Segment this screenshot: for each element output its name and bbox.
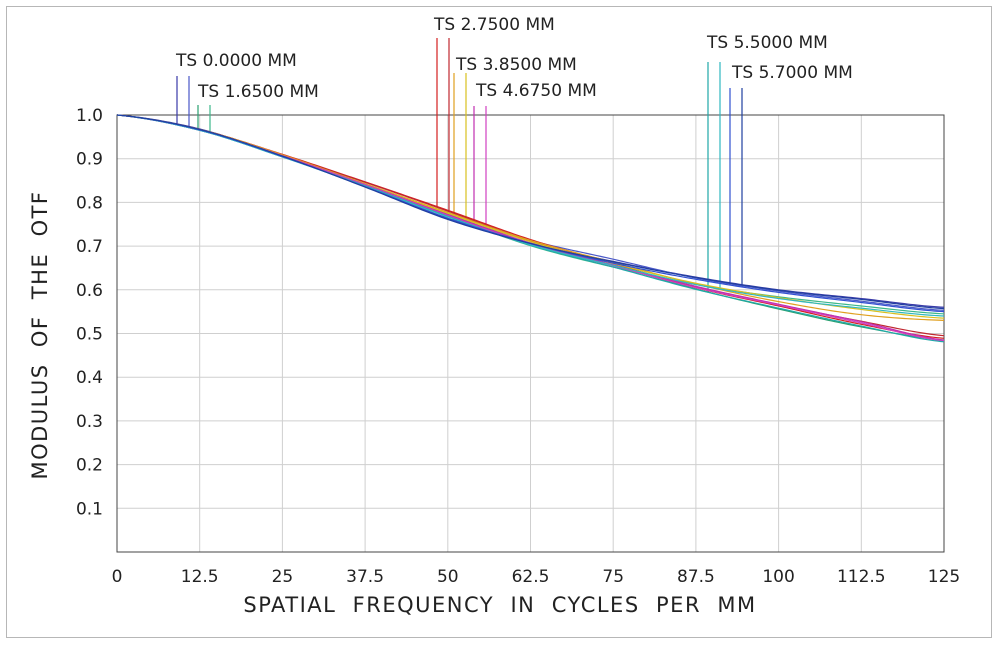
field-label: TS 4.6750 MM xyxy=(475,81,597,101)
field-label: TS 2.7500 MM xyxy=(433,15,555,35)
x-tick-label: 12.5 xyxy=(181,567,219,587)
x-tick-label: 100 xyxy=(762,567,794,587)
y-tick-label: 0.8 xyxy=(76,193,103,213)
y-tick-label: 0.1 xyxy=(76,499,103,519)
field-markers xyxy=(176,38,743,293)
field-labels: TS 0.0000 MM TS 1.6500 MM TS 2.7500 MM TS 3… xyxy=(175,15,853,102)
y-tick-label: 0.6 xyxy=(76,281,103,301)
x-axis-title: SPATIAL FREQUENCY IN CYCLES PER MM xyxy=(243,593,756,617)
plot-border xyxy=(116,114,945,553)
x-tick-label: 125 xyxy=(928,567,960,587)
x-tick-label: 50 xyxy=(437,567,459,587)
y-tick-label: 1.0 xyxy=(76,106,103,126)
y-tick-label: 0.2 xyxy=(76,456,103,476)
x-tick-label: 0 xyxy=(112,567,123,587)
series-line-7 xyxy=(116,114,945,321)
x-tick-label: 25 xyxy=(272,567,294,587)
y-axis-title: MODULUS OF THE OTF xyxy=(28,190,52,479)
y-tick-label: 0.4 xyxy=(76,368,103,388)
field-label: TS 0.0000 MM xyxy=(175,51,297,71)
chart-frame xyxy=(6,6,992,638)
field-label: TS 5.7000 MM xyxy=(731,63,853,83)
x-tick-label: 75 xyxy=(602,567,624,587)
y-tick-label: 0.9 xyxy=(76,150,103,170)
y-tick-label: 0.7 xyxy=(76,237,103,257)
y-tick-label: 0.3 xyxy=(76,412,103,432)
x-tick-label: 37.5 xyxy=(346,567,384,587)
field-label: TS 5.5000 MM xyxy=(706,33,828,53)
x-tick-labels: 0 12.5 25 37.5 50 62.5 75 87.5 100 112.5 125 xyxy=(112,567,961,587)
x-tick-label: 112.5 xyxy=(837,567,886,587)
x-tick-label: 62.5 xyxy=(512,567,550,587)
y-tick-label: 0.5 xyxy=(76,325,103,345)
x-tick-label: 87.5 xyxy=(677,567,715,587)
y-tick-labels: 0.1 0.2 0.3 0.4 0.5 0.6 0.7 0.8 0.9 1.0 xyxy=(76,106,103,519)
field-label: TS 3.8500 MM xyxy=(455,55,577,75)
grid xyxy=(117,115,944,552)
series-lines xyxy=(116,114,945,343)
field-label: TS 1.6500 MM xyxy=(197,82,319,102)
series-line-14 xyxy=(116,114,945,310)
